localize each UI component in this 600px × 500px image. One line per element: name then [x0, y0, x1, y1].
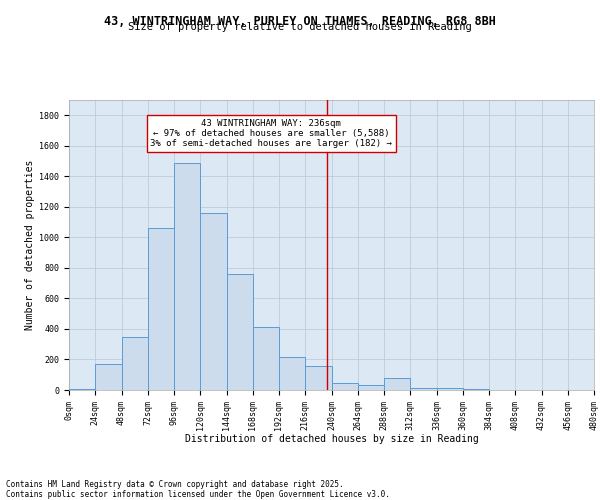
Bar	[174, 162, 200, 390]
Text: Contains HM Land Registry data © Crown copyright and database right 2025.
Contai: Contains HM Land Registry data © Crown c…	[6, 480, 390, 499]
Text: 43 WINTRINGHAM WAY: 236sqm
← 97% of detached houses are smaller (5,588)
3% of se: 43 WINTRINGHAM WAY: 236sqm ← 97% of deta…	[151, 118, 392, 148]
Bar	[305, 366, 331, 390]
Bar	[410, 388, 437, 390]
X-axis label: Distribution of detached houses by size in Reading: Distribution of detached houses by size …	[185, 434, 478, 444]
Bar	[200, 213, 227, 390]
Bar	[253, 326, 279, 390]
Bar	[121, 336, 148, 390]
Bar	[69, 389, 95, 390]
Text: Size of property relative to detached houses in Reading: Size of property relative to detached ho…	[128, 22, 472, 32]
Bar	[279, 357, 305, 390]
Bar	[95, 364, 121, 390]
Bar	[358, 386, 384, 390]
Y-axis label: Number of detached properties: Number of detached properties	[25, 160, 35, 330]
Bar	[463, 389, 489, 390]
Text: 43, WINTRINGHAM WAY, PURLEY ON THAMES, READING, RG8 8BH: 43, WINTRINGHAM WAY, PURLEY ON THAMES, R…	[104, 15, 496, 28]
Bar	[227, 274, 253, 390]
Bar	[437, 388, 463, 390]
Bar	[331, 383, 358, 390]
Bar	[148, 228, 174, 390]
Bar	[384, 378, 410, 390]
